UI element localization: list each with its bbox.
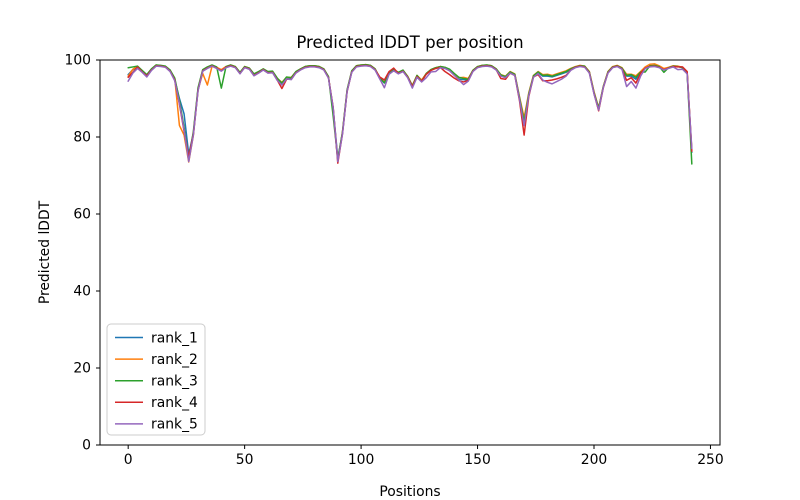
legend-label-rank_2: rank_2: [151, 352, 198, 368]
y-axis-label: Predicted lDDT: [37, 200, 53, 304]
series-line-rank_3: [127, 63, 693, 165]
y-tick-label: 20: [73, 361, 91, 377]
plot-frame: [99, 59, 721, 446]
x-tick-label: 100: [348, 452, 375, 468]
x-axis-label: Positions: [379, 484, 440, 500]
legend-label-rank_1: rank_1: [151, 330, 198, 346]
series-line-rank_1: [127, 64, 693, 159]
legend-item-rank_5: rank_5: [115, 417, 198, 433]
x-tick-label: 200: [581, 452, 608, 468]
legend-label-rank_5: rank_5: [151, 417, 198, 433]
series-line-rank_5: [127, 65, 693, 163]
y-tick-label: 60: [73, 207, 91, 223]
series-line-rank_2: [127, 63, 693, 163]
legend-item-rank_3: rank_3: [115, 374, 198, 390]
y-tick-label: 100: [64, 53, 91, 69]
y-tick-label: 80: [73, 130, 91, 146]
x-tick-label: 150: [464, 452, 491, 468]
legend-item-rank_1: rank_1: [115, 330, 198, 346]
y-tick-label: 40: [73, 284, 91, 300]
legend: rank_1 rank_2 rank_3 rank_4 rank_5: [106, 323, 206, 436]
axis-ticks: 0 50 100 150 200 250 0 20 40 60 80 100: [64, 53, 723, 469]
x-tick-label: 0: [124, 452, 133, 468]
series-lines: [127, 63, 693, 165]
legend-label-rank_4: rank_4: [151, 395, 198, 411]
legend-label-rank_3: rank_3: [151, 374, 198, 390]
legend-item-rank_4: rank_4: [115, 395, 198, 411]
chart-title: Predicted lDDT per position: [296, 33, 523, 52]
x-tick-label: 250: [697, 452, 724, 468]
axes-spines: [99, 59, 721, 446]
y-tick-label: 0: [82, 438, 91, 454]
legend-item-rank_2: rank_2: [115, 352, 198, 368]
x-tick-label: 50: [236, 452, 254, 468]
legend-box: [106, 323, 206, 436]
